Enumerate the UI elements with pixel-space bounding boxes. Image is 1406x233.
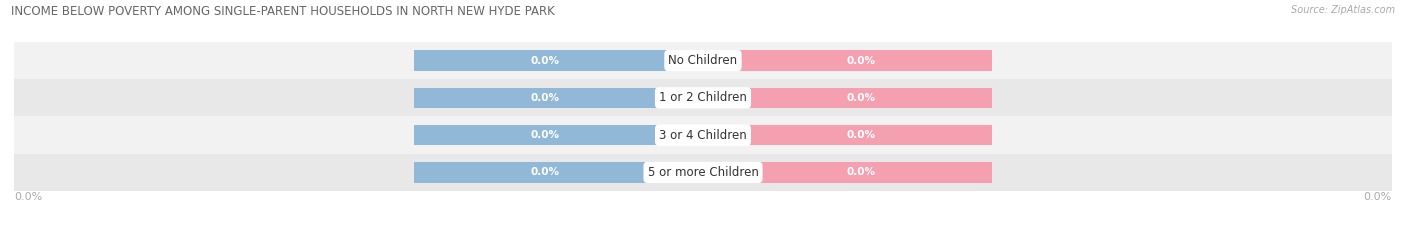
Bar	[413, 50, 675, 71]
Text: 0.0%: 0.0%	[530, 130, 560, 140]
Text: 3 or 4 Children: 3 or 4 Children	[659, 129, 747, 142]
Bar	[14, 42, 1392, 79]
Bar	[413, 88, 675, 108]
Bar	[731, 125, 993, 145]
Text: INCOME BELOW POVERTY AMONG SINGLE-PARENT HOUSEHOLDS IN NORTH NEW HYDE PARK: INCOME BELOW POVERTY AMONG SINGLE-PARENT…	[11, 5, 555, 18]
Text: 0.0%: 0.0%	[1364, 192, 1392, 202]
Text: 0.0%: 0.0%	[846, 56, 876, 65]
Bar	[731, 50, 993, 71]
Text: 0.0%: 0.0%	[530, 93, 560, 103]
Bar	[731, 162, 993, 183]
Text: 0.0%: 0.0%	[846, 168, 876, 177]
Bar	[14, 116, 1392, 154]
Text: 0.0%: 0.0%	[530, 168, 560, 177]
Text: 0.0%: 0.0%	[530, 56, 560, 65]
Text: No Children: No Children	[668, 54, 738, 67]
Text: 5 or more Children: 5 or more Children	[648, 166, 758, 179]
Text: Source: ZipAtlas.com: Source: ZipAtlas.com	[1291, 5, 1395, 15]
Text: 0.0%: 0.0%	[14, 192, 42, 202]
Bar	[731, 88, 993, 108]
Bar	[14, 79, 1392, 116]
Text: 0.0%: 0.0%	[846, 130, 876, 140]
Bar	[413, 125, 675, 145]
Text: 1 or 2 Children: 1 or 2 Children	[659, 91, 747, 104]
Text: 0.0%: 0.0%	[846, 93, 876, 103]
Bar	[413, 162, 675, 183]
Bar	[14, 154, 1392, 191]
